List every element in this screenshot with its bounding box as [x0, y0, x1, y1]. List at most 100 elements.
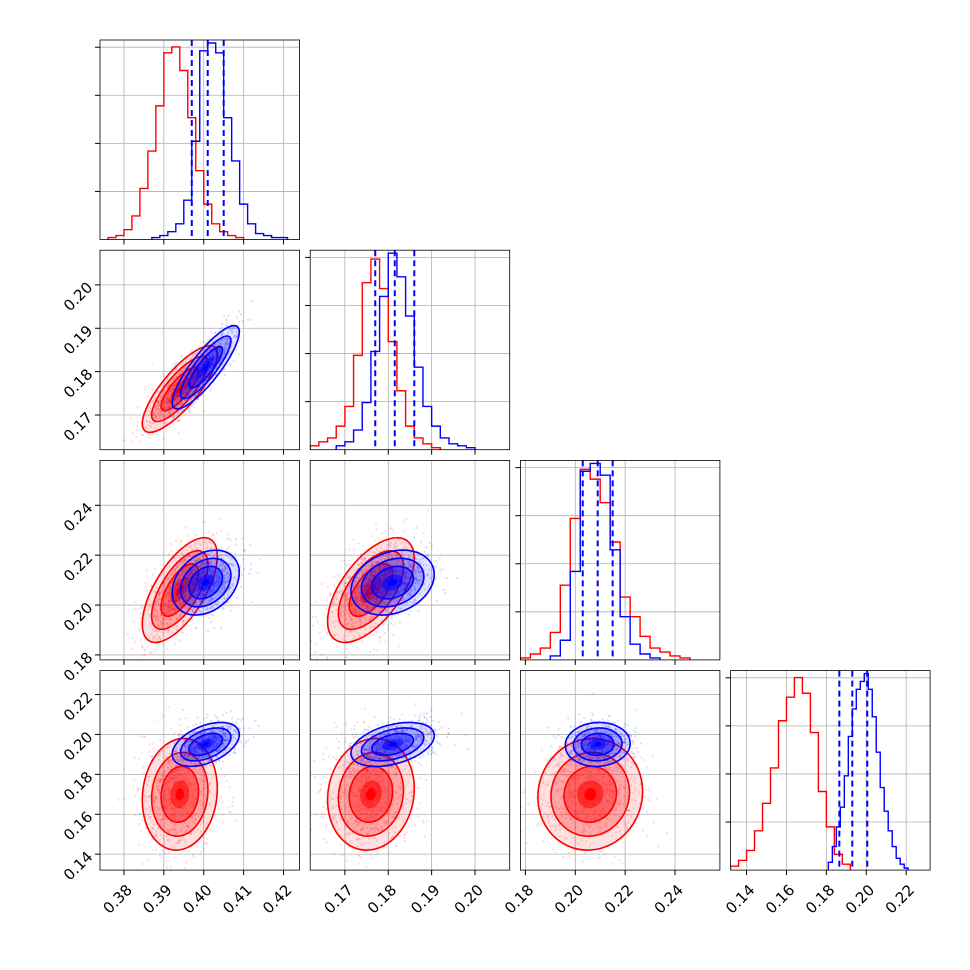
scatter-point: [356, 599, 359, 602]
scatter-point: [162, 814, 165, 817]
scatter-point: [168, 609, 171, 613]
scatter-point: [194, 782, 197, 785]
scatter-point: [194, 585, 197, 588]
scatter-point: [408, 562, 411, 565]
scatter-point: [372, 574, 375, 578]
scatter-point: [334, 602, 337, 605]
scatter-point: [178, 411, 181, 414]
scatter-point: [169, 411, 172, 414]
scatter-point: [374, 588, 378, 591]
scatter-point: [173, 813, 177, 817]
scatter-point: [352, 634, 355, 638]
scatter-point: [184, 386, 187, 389]
scatter-point: [369, 615, 372, 619]
scatter-point: [388, 591, 391, 594]
scatter-point: [224, 347, 227, 351]
scatter-point: [204, 341, 207, 345]
scatter-point: [199, 352, 202, 355]
scatter-point: [212, 361, 215, 364]
scatter-point: [221, 568, 224, 571]
scatter-point: [176, 842, 179, 845]
scatter-point: [176, 618, 179, 621]
scatter-point: [372, 575, 375, 578]
scatter-point: [148, 805, 152, 808]
scatter-point: [193, 610, 197, 613]
scatter-point: [409, 601, 412, 604]
scatter-point: [161, 617, 164, 620]
scatter-point: [347, 622, 350, 625]
scatter-point: [332, 575, 336, 579]
scatter-point: [223, 346, 226, 350]
scatter-point: [399, 607, 402, 610]
scatter-point: [165, 422, 168, 425]
scatter-point: [444, 591, 447, 595]
scatter-point: [339, 590, 342, 593]
scatter-point: [204, 358, 208, 361]
scatter-point: [218, 346, 222, 349]
scatter-point: [220, 626, 223, 629]
scatter-point: [179, 420, 182, 423]
scatter-point: [358, 613, 362, 616]
scatter-point: [231, 326, 234, 330]
scatter-point: [227, 579, 230, 582]
scatter-point: [230, 329, 233, 332]
scatter-point: [169, 591, 172, 594]
scatter-point: [195, 589, 199, 593]
scatter-point: [190, 799, 193, 802]
scatter-point: [346, 622, 349, 626]
scatter-point: [383, 566, 386, 569]
scatter-point: [171, 813, 174, 817]
scatter-point: [159, 411, 162, 414]
scatter-point: [388, 594, 391, 597]
scatter-point: [165, 622, 169, 625]
scatter-point: [169, 801, 172, 805]
scatter-point: [231, 331, 234, 335]
scatter-point: [402, 563, 406, 566]
scatter-point: [235, 596, 238, 600]
scatter-point: [406, 570, 409, 573]
scatter-point: [185, 807, 188, 810]
scatter-point: [226, 339, 229, 343]
scatter-point: [193, 589, 196, 592]
scatter-point: [183, 570, 186, 573]
scatter-point: [434, 565, 437, 568]
scatter-point: [179, 723, 182, 726]
scatter-point: [197, 379, 200, 382]
scatter-point: [218, 576, 222, 579]
scatter-point: [212, 364, 215, 367]
scatter-point: [153, 417, 156, 420]
scatter-point: [189, 398, 192, 401]
scatter-point: [386, 562, 390, 566]
scatter-point: [187, 780, 191, 783]
scatter-point: [370, 591, 373, 594]
scatter-point: [197, 611, 200, 615]
scatter-point: [238, 353, 241, 356]
scatter-point: [170, 413, 173, 416]
scatter-point: [148, 815, 151, 819]
scatter-point: [190, 573, 193, 576]
scatter-point: [215, 603, 218, 606]
scatter-point: [234, 334, 237, 337]
scatter-point: [186, 382, 189, 385]
scatter-point: [417, 570, 420, 573]
scatter-point: [152, 750, 155, 753]
scatter-point: [368, 627, 371, 630]
scatter-point: [386, 611, 389, 614]
scatter-point: [243, 567, 246, 570]
scatter-point: [354, 613, 357, 616]
scatter-point: [149, 651, 152, 654]
scatter-point: [182, 631, 185, 634]
scatter-point: [395, 599, 399, 603]
scatter-point: [198, 542, 201, 545]
scatter-point: [167, 828, 171, 832]
scatter-point: [356, 647, 359, 650]
scatter-point: [219, 350, 222, 353]
scatter-point: [388, 570, 391, 573]
scatter-point: [368, 605, 371, 608]
scatter-point: [184, 412, 187, 415]
scatter-point: [218, 582, 221, 585]
scatter-point: [150, 424, 153, 428]
scatter-point: [211, 354, 214, 357]
scatter-point: [374, 600, 377, 604]
scatter-point: [208, 789, 211, 793]
